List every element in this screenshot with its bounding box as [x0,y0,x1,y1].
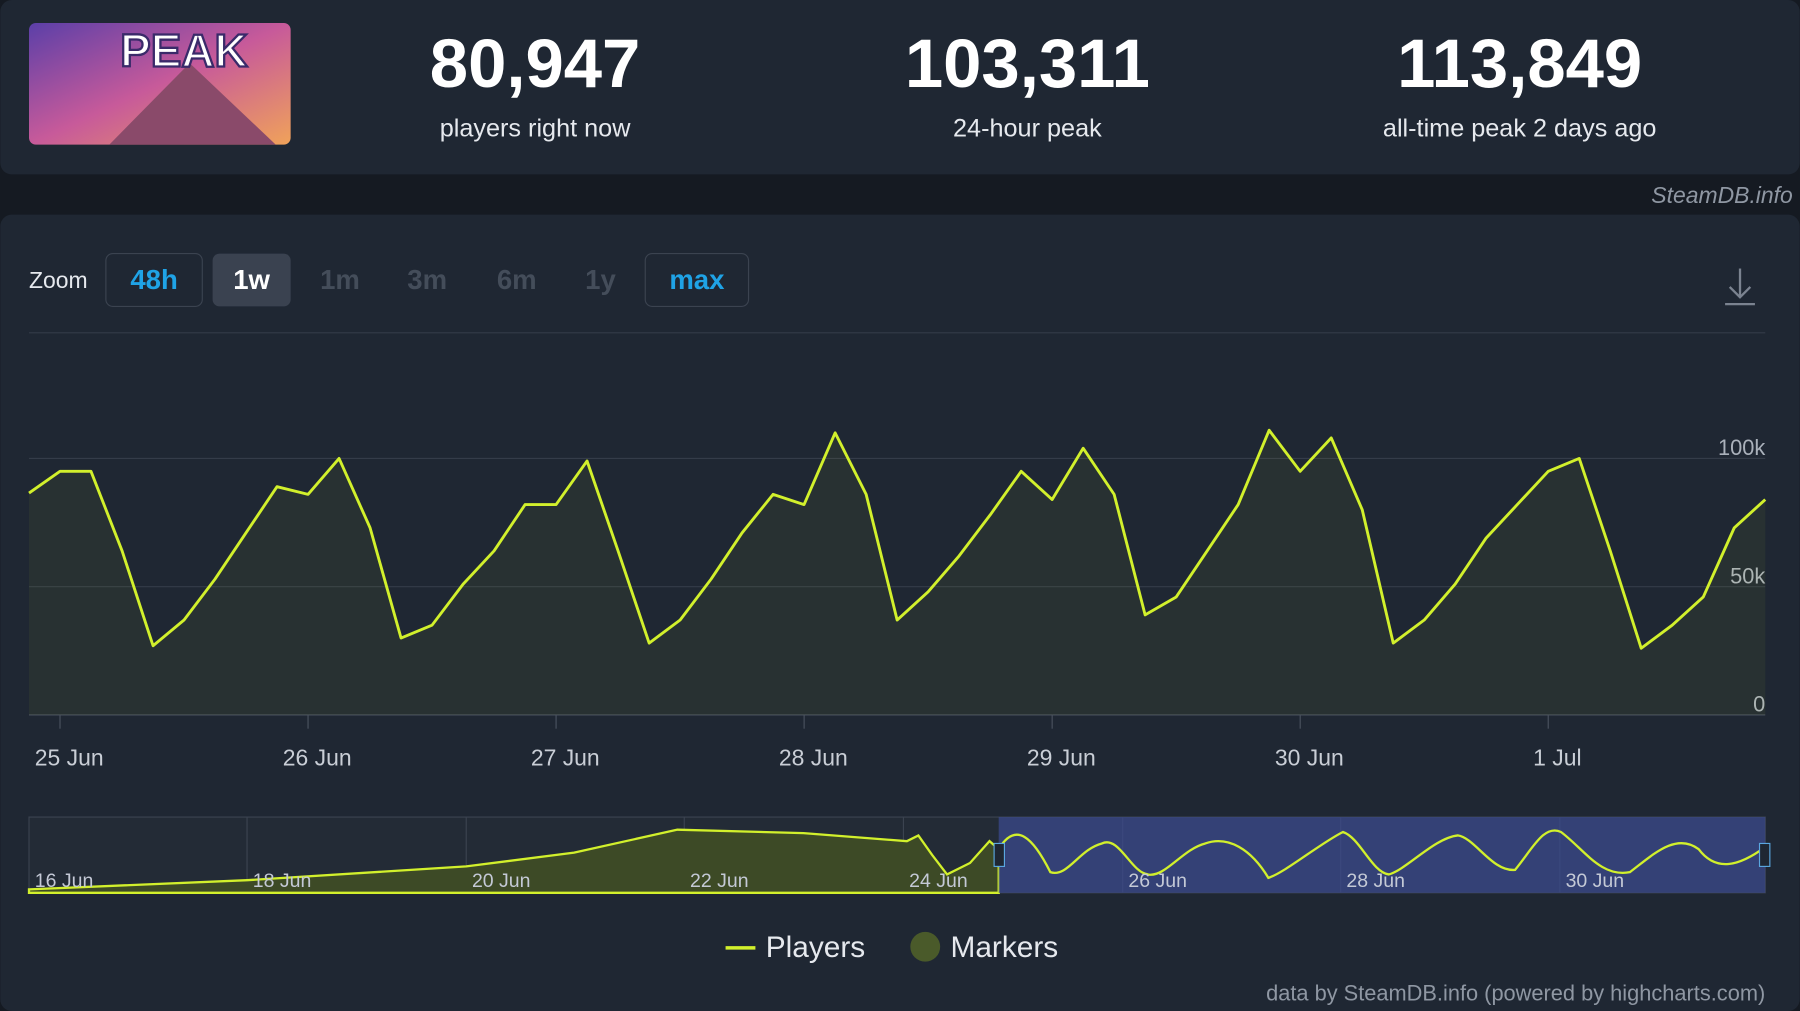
x-tick-label: 26 Jun [283,744,352,770]
zoom-button[interactable] [105,253,203,307]
navigator-label: 20 Jun [472,870,531,892]
stat-label: all-time peak 2 days ago [1383,115,1657,143]
navigator-label: 30 Jun [1566,870,1625,892]
zoom-option[interactable]: max [669,264,725,295]
x-tick-label: 25 Jun [35,744,104,770]
header-panel [0,0,1800,175]
x-tick-label: 1 Jul [1533,744,1581,770]
navigator-label: 18 Jun [253,870,312,892]
navigator-labels: 16 Jun 18 Jun 20 Jun 22 Jun 24 Jun 26 Jun 28 J… [35,870,1624,892]
zoom-label: Zoom [29,267,88,293]
legend-entry[interactable]: Players [766,931,865,964]
series-area [29,430,1766,715]
navigator-line [997,829,1766,880]
logo-mountain [109,63,276,145]
navigator-handle[interactable] [1758,842,1771,867]
x-tick-label: 29 Jun [1027,744,1096,770]
zoom-option[interactable]: 1m [320,264,360,295]
chart-panel [0,214,1800,1011]
series-line [28,428,1767,650]
navigator-label: 28 Jun [1346,870,1405,892]
plot: 0 50k 100k 25 Jun 26 Jun 27 Jun 28 Jun 29 Jun 30… [28,428,1767,770]
download-icon[interactable] [1725,268,1755,306]
stat-label: 24-hour peak [953,115,1102,143]
x-tick-label: 27 Jun [531,744,600,770]
source-link[interactable]: SteamDB.info [1651,182,1793,208]
navigator-handle[interactable] [993,842,1006,867]
navigator-label: 26 Jun [1128,870,1187,892]
zoom-button[interactable] [644,253,750,307]
y-tick-label: 0 [1753,691,1765,716]
legend-marker [910,931,941,962]
stat-value: 80,947 [430,25,641,102]
zoom-button[interactable] [212,253,291,307]
navigator-label: 22 Jun [690,870,749,892]
logo-text: PEAK [120,25,248,77]
zoom-option[interactable]: 1y [585,264,616,295]
y-tick-label: 50k [1730,563,1765,588]
x-tick-label: 30 Jun [1275,744,1344,770]
y-tick-label: 100k [1718,435,1765,460]
zoom-option[interactable]: 3m [407,264,447,295]
zoom-buttons: 48h 1w 1m 3m 6m 1y max [105,253,750,307]
stat-label: players right now [440,115,632,143]
stat-value: 113,849 [1397,25,1642,102]
navigator-selection[interactable] [998,817,1766,893]
credits[interactable]: data by SteamDB.info (powered by highcha… [1266,981,1765,1006]
x-tick-label: 28 Jun [779,744,848,770]
zoom-option[interactable]: 1w [233,264,270,295]
navigator-label: 24 Jun [909,870,968,892]
navigator-label: 16 Jun [35,870,94,892]
legend-entry[interactable]: Markers [950,931,1058,964]
zoom-option[interactable]: 6m [497,264,537,295]
zoom-option[interactable]: 48h [130,264,177,295]
stat-value: 103,311 [905,25,1150,102]
